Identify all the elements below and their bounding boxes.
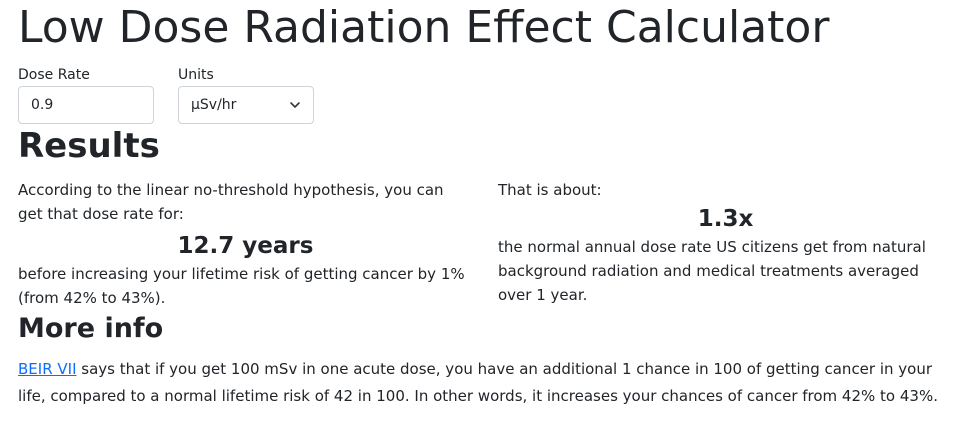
more-info-paragraph: BEIR VII says that if you get 100 mSv in… [18,356,948,410]
dose-rate-input[interactable] [18,86,154,124]
results-left-intro: According to the linear no-threshold hyp… [18,181,444,223]
results-heading: Results [18,126,160,166]
units-label: Units [178,67,214,83]
years-value: 12.7 years [177,233,314,259]
dose-rate-label: Dose Rate [18,67,90,83]
multiplier-value: 1.3x [697,206,754,232]
results-left-outro: before increasing your lifetime risk of … [18,265,465,307]
results-right-intro: That is about: [498,181,602,199]
more-info-heading: More info [18,313,164,344]
more-info-text: says that if you get 100 mSv in one acut… [18,360,938,405]
page-title: Low Dose Radiation Effect Calculator [18,2,830,53]
beir-vii-link[interactable]: BEIR VII [18,360,77,378]
units-selected-value: μSv/hr [191,97,237,113]
chevron-down-icon [290,102,300,108]
units-select[interactable]: μSv/hr [178,86,314,124]
results-right-outro: the normal annual dose rate US citizens … [498,238,926,304]
